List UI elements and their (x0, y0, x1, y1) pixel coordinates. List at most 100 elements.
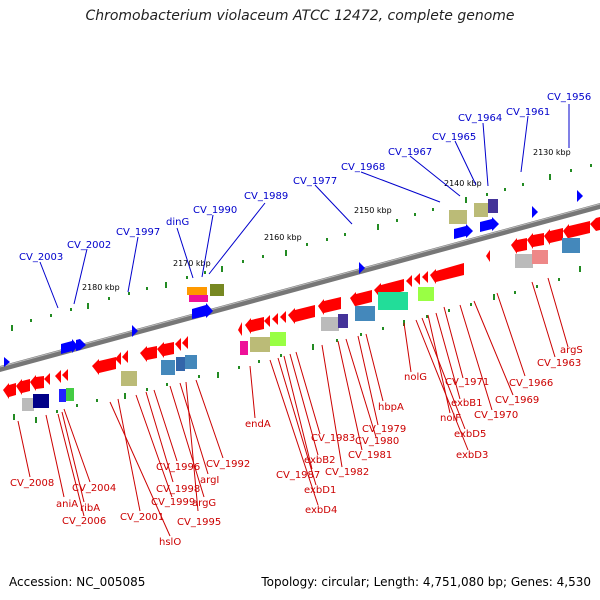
gene-label-top: CV_2003 (19, 252, 63, 263)
gene-label-bottom: CV_2006 (62, 516, 106, 527)
feature-box (378, 292, 408, 310)
scale-label: 2130 kbp (533, 148, 571, 157)
gene-arrow-reverse (122, 350, 128, 363)
feature-box (449, 210, 467, 224)
gene-label-bottom: CV_1970 (474, 410, 518, 421)
gene-label-bottom: CV_1963 (537, 358, 581, 369)
feature-box (474, 203, 488, 217)
gene-arrow-reverse (430, 263, 464, 284)
feature-box (321, 317, 339, 331)
gene-label-top: CV_1956 (547, 92, 591, 103)
bottom-gene-labels: argS CV_1963 CV_1966 CV_1969 CV_1970 CV_… (10, 345, 583, 548)
gene-arrow-reverse (288, 305, 315, 324)
gene-arrow-forward (61, 339, 78, 354)
gene-label-bottom: CV_1992 (206, 459, 250, 470)
feature-box (240, 341, 248, 355)
gene-arrow-reverse (62, 369, 68, 381)
top-gene-labels: CV_1956 CV_1961 CV_1964 CV_1965 CV_1967 … (19, 92, 591, 263)
scale-label: 2180 kbp (82, 283, 120, 292)
gene-label-bottom: CV_1969 (495, 395, 539, 406)
scale-ticks (11, 174, 581, 423)
gene-label-bottom: argI (200, 475, 219, 486)
gene-arrow-forward (480, 217, 499, 232)
gene-arrow-reverse (318, 297, 341, 315)
gene-label-bottom: CV_1971 (445, 377, 489, 388)
accession-label: Accession: NC_005085 (9, 575, 146, 589)
gene-label-bottom: CV_2004 (72, 483, 116, 494)
feature-box (59, 389, 66, 402)
gene-arrow-reverse (245, 317, 264, 334)
gene-label-bottom: exbD4 (305, 505, 337, 516)
gene-arrow-reverse (544, 228, 563, 245)
feature-box (185, 355, 197, 369)
feature-box (66, 388, 74, 401)
gene-arrow-reverse (30, 375, 44, 391)
gene-label-bottom: argG (192, 498, 216, 509)
gene-arrow-reverse (350, 290, 372, 308)
genome-summary: Topology: circular; Length: 4,751,080 bp… (261, 575, 591, 589)
gene-arrow-reverse (182, 336, 188, 349)
feature-box (189, 295, 208, 302)
gene-label-top: CV_1967 (388, 147, 432, 158)
feature-box (338, 314, 348, 328)
gene-label-top: CV_2002 (67, 240, 111, 251)
gene-label-top: CV_1989 (244, 191, 288, 202)
gene-label-bottom: exbB1 (451, 398, 482, 409)
gene-label-top: dinG (166, 217, 189, 228)
gene-label-bottom: CV_1979 (362, 424, 406, 435)
feature-box (22, 398, 34, 411)
scale-labels: 2130 kbp 2140 kbp 2150 kbp 2160 kbp 2170… (82, 148, 571, 292)
gene-label-bottom: exbD1 (304, 485, 336, 496)
gene-label-bottom: CV_1995 (177, 517, 221, 528)
gene-label-bottom: CV_2001 (120, 512, 164, 523)
gene-label-bottom: exbB2 (304, 455, 335, 466)
gene-arrow-reverse (175, 338, 181, 351)
gene-label-bottom: CV_1981 (348, 450, 392, 461)
feature-boxes-upper (187, 199, 498, 302)
gene-arrow-reverse (16, 379, 30, 395)
gene-arrow-reverse (280, 311, 286, 323)
gene-arrow-reverse (563, 221, 590, 240)
feature-box (121, 371, 137, 386)
feature-box (250, 337, 270, 352)
gene-arrow-forward (454, 224, 473, 239)
gene-arrow-reverse (157, 342, 174, 358)
gene-arrow-reverse (590, 217, 600, 231)
gene-label-bottom: CV_1980 (355, 436, 399, 447)
gene-arrow-reverse (264, 315, 270, 327)
genome-title: Chromobacterium violaceum ATCC 12472, co… (85, 8, 515, 24)
gene-label-bottom: CV_1996 (156, 462, 200, 473)
feature-box (270, 332, 286, 346)
gene-arrow-reverse (422, 271, 428, 283)
reverse-genes (3, 217, 600, 399)
feature-box (418, 287, 434, 301)
gene-label-bottom: CV_1966 (509, 378, 553, 389)
gene-arrow-reverse (115, 352, 121, 365)
gene-label-bottom: ribA (80, 503, 100, 514)
gene-arrow-reverse (272, 313, 278, 325)
gene-label-bottom: CV_1999 (151, 497, 195, 508)
feature-box (562, 238, 580, 253)
feature-box (532, 250, 548, 264)
gene-arrow-reverse (414, 273, 420, 285)
gene-label-bottom: hslO (159, 537, 181, 548)
gene-arrow-forward (76, 339, 86, 351)
bottom-leader-lines (17, 277, 569, 537)
scale-label: 2150 kbp (354, 206, 392, 215)
gene-label-bottom: nolF (440, 413, 461, 424)
scale-label: 2160 kbp (264, 233, 302, 242)
gene-label-bottom: nolG (404, 372, 427, 383)
forward-genes (61, 217, 499, 354)
gene-label-bottom: argS (560, 345, 583, 356)
strand-markers (4, 190, 583, 367)
gene-label-top: CV_1965 (432, 132, 476, 143)
gene-label-bottom: CV_1982 (325, 467, 369, 478)
feature-boxes-lower (22, 238, 580, 411)
gene-label-bottom: CV_2008 (10, 478, 54, 489)
gene-label-bottom: CV_1987 (276, 470, 320, 481)
gene-arrow-forward (192, 303, 213, 319)
feature-box (210, 284, 224, 296)
scale-dots (30, 164, 592, 413)
gene-arrow-reverse (140, 346, 157, 362)
gene-arrow-reverse (406, 275, 412, 287)
